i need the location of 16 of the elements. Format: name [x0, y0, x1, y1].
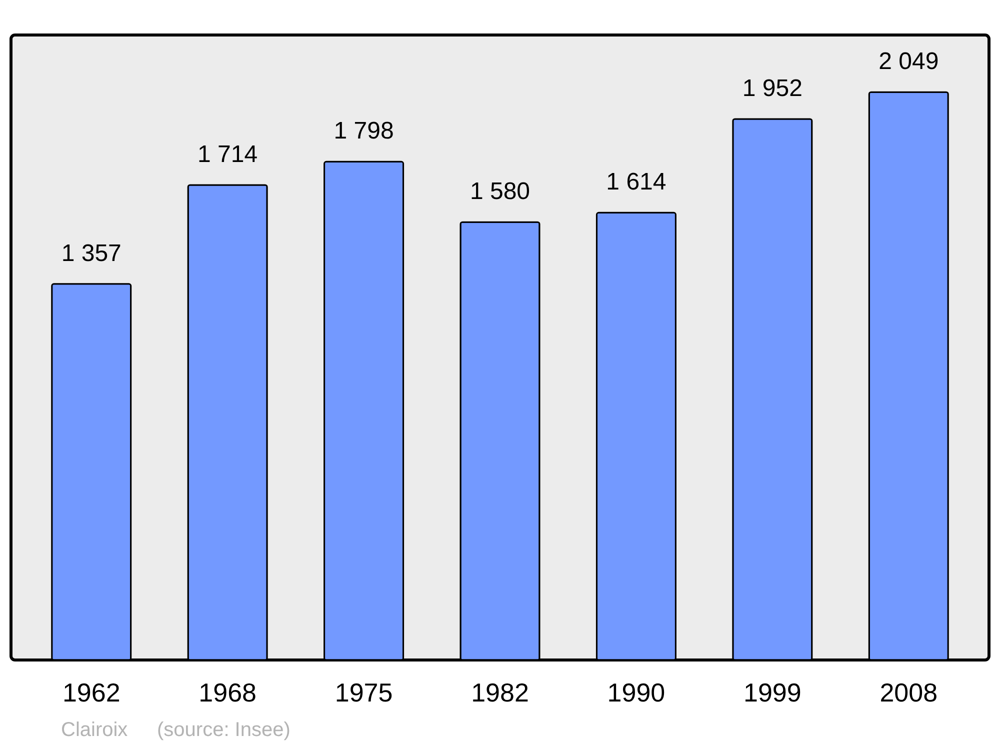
x-tick-label: 1990	[607, 678, 666, 708]
x-tick-label: 1982	[471, 678, 529, 708]
x-tick-label: 1962	[62, 678, 120, 708]
x-tick-label: 1999	[744, 678, 802, 708]
data-label: 1 714	[198, 140, 258, 168]
data-label: 1 580	[470, 178, 530, 206]
data-label: 1 614	[606, 168, 666, 196]
text: Clairoix	[61, 719, 128, 741]
data-label: 1 798	[334, 118, 394, 145]
data-label: 1 952	[742, 74, 802, 102]
x-tick-label: 1975	[334, 678, 393, 708]
data-label: 2 049	[878, 48, 939, 76]
x-tick-label: 2008	[880, 678, 938, 708]
x-tick-label: 1968	[198, 678, 256, 708]
text: (source: Insee)	[157, 719, 290, 741]
data-label: 1 357	[61, 240, 122, 267]
